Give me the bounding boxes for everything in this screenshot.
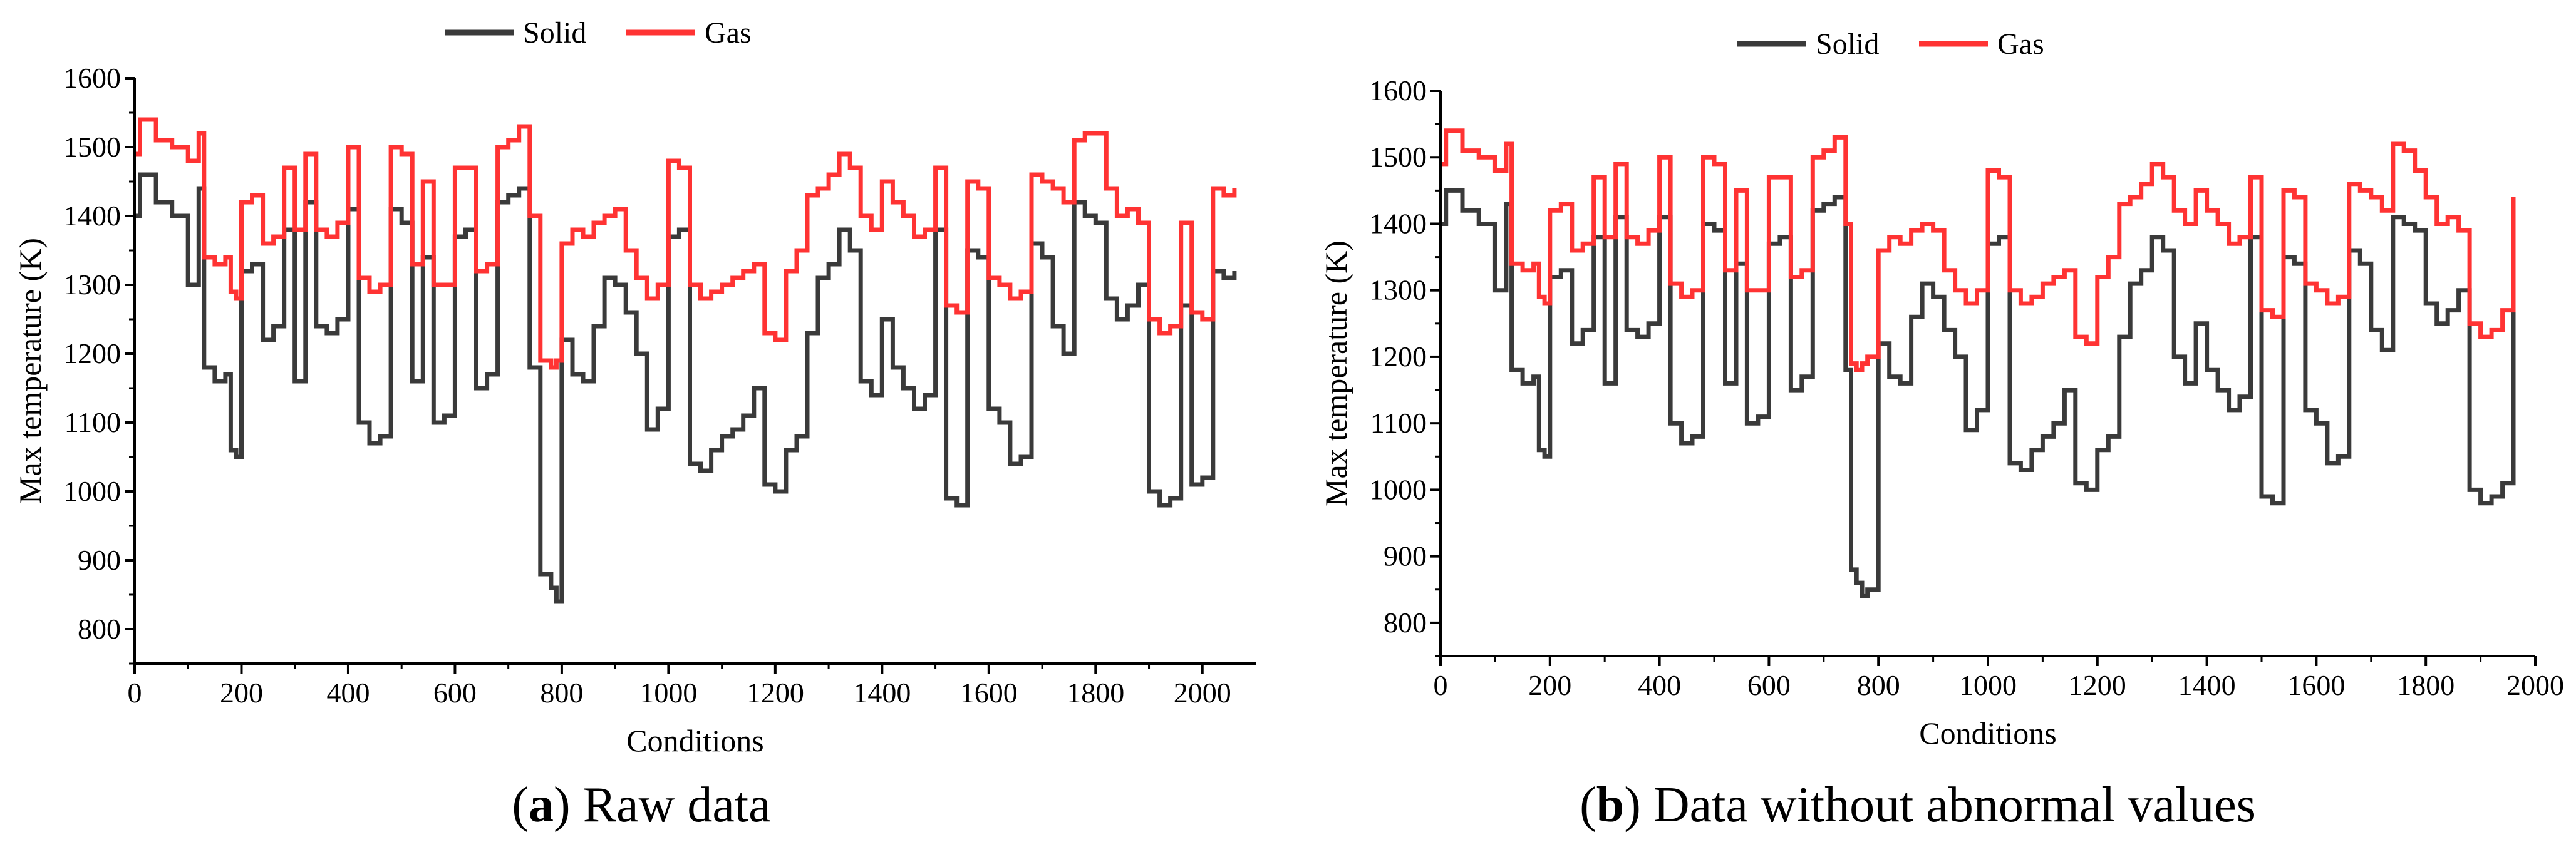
x-tick-label: 1200 (2069, 669, 2126, 701)
x-tick-label: 400 (1638, 669, 1681, 701)
y-tick-label: 900 (78, 544, 121, 576)
series-line-solid (135, 172, 1237, 604)
y-tick-label: 1600 (63, 62, 121, 94)
x-tick-label: 1000 (1959, 669, 2017, 701)
legend: Solid Gas (1737, 28, 2044, 61)
x-tick-label: 2000 (2506, 669, 2564, 701)
x-axis-title: Conditions (1919, 716, 2056, 751)
y-tick-label: 1200 (1369, 341, 1427, 372)
x-tick-label: 1800 (1067, 677, 1124, 709)
y-tick-label: 1400 (63, 200, 121, 232)
x-tick-label: 1600 (960, 677, 1018, 709)
y-tick-label: 1500 (1369, 141, 1427, 173)
x-tick-label: 1400 (2178, 669, 2236, 701)
series-line-gas (1441, 128, 2516, 372)
y-tick-label: 800 (1384, 607, 1427, 639)
x-tick-label: 2000 (1174, 677, 1231, 709)
x-tick-label: 0 (1434, 669, 1448, 701)
y-tick-label: 1000 (63, 475, 121, 507)
x-tick-label: 200 (1528, 669, 1571, 701)
y-tick-label: 1400 (1369, 207, 1427, 239)
x-tick-label: 1200 (747, 677, 804, 709)
legend: Solid Gas (445, 16, 752, 49)
x-tick-label: 600 (1747, 669, 1791, 701)
y-tick-label: 1200 (63, 337, 121, 369)
x-tick-label: 400 (326, 677, 370, 709)
x-tick-label: 200 (220, 677, 263, 709)
y-tick-label: 1300 (1369, 274, 1427, 306)
x-tick-label: 600 (433, 677, 477, 709)
y-tick-label: 1600 (1369, 74, 1427, 106)
x-axis-title: Conditions (626, 723, 763, 758)
x-tick-label: 1000 (639, 677, 697, 709)
y-tick-label: 800 (78, 613, 121, 645)
legend-label-gas: Gas (1997, 28, 2044, 61)
x-tick-label: 1600 (2287, 669, 2345, 701)
x-tick-label: 1800 (2397, 669, 2454, 701)
y-tick-label: 1100 (1370, 407, 1427, 439)
chart-panel-a: 800 900 1000 1100 1200 1300 1400 1500 1600 0 200 40… (13, 16, 1256, 758)
legend-label-solid: Solid (523, 16, 586, 49)
chart-panel-b: 800 900 1000 1100 1200 1300 1400 1500 1600 0 200 40… (1318, 28, 2564, 751)
y-tick-label: 900 (1384, 540, 1427, 572)
y-tick-label: 1500 (63, 131, 121, 163)
series-line-solid (1441, 188, 2516, 598)
x-tick-label: 800 (1857, 669, 1900, 701)
y-axis-title: Max temperature (K) (1318, 240, 1353, 506)
caption-a: (a) Raw data (512, 778, 770, 833)
x-tick-label: 0 (128, 677, 142, 709)
series-line-gas (135, 117, 1237, 370)
x-tick-label: 1400 (853, 677, 911, 709)
y-tick-label: 1300 (63, 269, 121, 300)
y-tick-label: 1100 (65, 406, 121, 438)
caption-b: (b) Data without abnormal values (1580, 778, 2256, 833)
legend-label-solid: Solid (1816, 28, 1879, 61)
x-tick-label: 800 (540, 677, 583, 709)
y-tick-label: 1000 (1369, 473, 1427, 505)
y-axis-title: Max temperature (K) (13, 238, 48, 504)
legend-label-gas: Gas (705, 16, 752, 49)
